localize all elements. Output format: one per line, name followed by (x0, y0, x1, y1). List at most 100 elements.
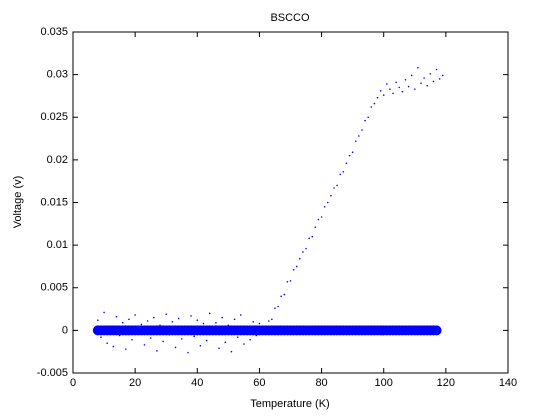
scatter-point (230, 350, 233, 353)
scatter-point (317, 218, 320, 221)
scatter-point (289, 280, 292, 282)
scatter-point (364, 119, 366, 122)
x-tick-label: 20 (129, 377, 141, 389)
scatter-point (125, 348, 127, 350)
scatter-point (370, 106, 373, 108)
scatter-point (392, 92, 394, 95)
scatter-point (283, 293, 286, 296)
scatter-point (441, 74, 444, 77)
scatter-point (196, 319, 199, 321)
scatter-point (162, 340, 164, 343)
y-tick-label: 0.02 (47, 154, 68, 166)
scatter-point (146, 320, 149, 322)
scatter-point (106, 342, 108, 344)
plot-area (72, 31, 509, 374)
scatter-point (326, 201, 329, 204)
scatter-point (382, 94, 385, 96)
scatter-point (292, 269, 295, 271)
y-tick-label: 0.005 (40, 282, 68, 294)
scatter-point (420, 82, 422, 84)
scatter-point (103, 311, 105, 314)
x-tick-label: 100 (375, 377, 393, 389)
scatter-point (330, 194, 332, 197)
scatter-point (218, 347, 220, 350)
x-axis-label: Temperature (K) (250, 398, 329, 410)
scatter-point (345, 162, 348, 165)
scatter-point (187, 351, 189, 354)
scatter-point (395, 81, 397, 84)
x-tick-label: 80 (315, 377, 327, 389)
scatter-point (277, 305, 279, 308)
scatter-point (258, 322, 261, 325)
y-tick-label: 0.01 (47, 239, 68, 251)
scatter-point (152, 316, 155, 319)
x-tick-label: 140 (499, 377, 517, 389)
scatter-point (302, 251, 304, 253)
scatter-point (131, 338, 133, 341)
scatter-point (413, 88, 416, 90)
scatter-point (410, 74, 413, 77)
scatter-point (112, 345, 115, 348)
scatter-point (199, 344, 202, 347)
scatter-point (97, 319, 99, 321)
scatter-point (373, 102, 376, 105)
scatter-point (156, 350, 158, 352)
scatter-point (140, 323, 143, 326)
scatter-point (177, 317, 180, 320)
scatter-point (224, 341, 227, 344)
scatter-point (215, 321, 217, 324)
scatter-point (358, 135, 360, 137)
scatter-point (180, 338, 183, 340)
scatter-point (295, 265, 298, 268)
scatter-point (190, 315, 192, 317)
scatter-point (361, 129, 363, 131)
scatter-point (236, 336, 239, 338)
scatter-point (426, 84, 429, 87)
x-tick-label: 120 (437, 377, 455, 389)
scatter-point (376, 96, 379, 99)
scatter-point (100, 336, 102, 338)
scatter-point (351, 151, 354, 154)
scatter-point (121, 321, 124, 324)
scatter-point (342, 171, 345, 173)
scatter-point (299, 257, 301, 260)
scatter-point (311, 235, 314, 238)
scatter-point (431, 325, 442, 336)
scatter-point (404, 78, 407, 81)
scatter-point (379, 90, 382, 92)
y-tick-label: 0.015 (40, 196, 68, 208)
y-tick-label: 0.025 (40, 111, 68, 123)
scatter-point (401, 90, 404, 93)
scatter-point (438, 78, 441, 80)
scatter-point (286, 280, 289, 283)
scatter-point (174, 346, 177, 349)
y-tick-label: 0.03 (47, 69, 68, 81)
scatter-point (149, 337, 152, 339)
scatter-point (165, 313, 168, 315)
scatter-point (221, 316, 223, 319)
scatter-point (333, 187, 335, 189)
scatter-point (389, 88, 391, 90)
x-tick-label: 40 (191, 377, 203, 389)
scatter-point (308, 237, 310, 240)
y-tick-label: -0.005 (37, 367, 68, 379)
scatter-point (314, 226, 317, 229)
scatter-point (143, 344, 146, 346)
scatter-point (320, 216, 323, 218)
x-tick-label: 0 (70, 377, 76, 389)
scatter-point (386, 83, 388, 85)
scatter-point (128, 318, 130, 321)
scatter-point (305, 247, 307, 250)
scatter-point (193, 335, 195, 338)
scatter-point (336, 184, 338, 187)
scatter-point (205, 339, 208, 342)
scatter-point (274, 307, 276, 310)
scatter-point (271, 318, 273, 321)
scatter-point (252, 321, 255, 323)
scatter-point (339, 173, 342, 176)
scatter-point (348, 154, 351, 157)
y-tick-label: 0.035 (40, 26, 68, 38)
scatter-point (354, 140, 357, 142)
